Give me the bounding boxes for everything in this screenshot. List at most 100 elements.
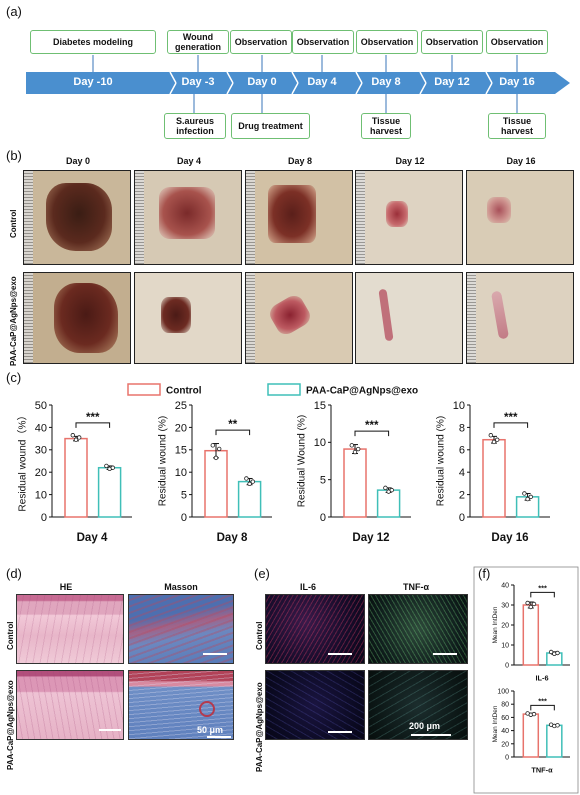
event-tissue-harvest-8: Tissue harvest: [361, 113, 411, 139]
panel-label-a: (a): [6, 4, 22, 19]
chart0-point-1-0: [104, 463, 109, 469]
chart2-title: Day 12: [352, 532, 389, 544]
chart0-point-0-2: [76, 435, 82, 440]
panel-label-b: (b): [6, 148, 22, 163]
chart5-ytick-label-1: 20: [501, 741, 509, 748]
event-observation-0: Observation: [230, 30, 292, 54]
chart4-ylabel: Mean IntDen: [492, 606, 499, 643]
histology-he-control: [16, 594, 124, 664]
chart3-point-0-0: [488, 433, 493, 438]
chart1-ytick-label-4: 20: [175, 422, 187, 434]
chart3-ylabel: Residual wound (%): [436, 416, 447, 506]
photo-col-day16: Day 16: [506, 156, 536, 166]
timeline-day-0: Day -10: [73, 76, 113, 88]
chart5-point-0-2: [531, 711, 537, 717]
chart0-title: Day 4: [77, 532, 108, 544]
histology-masson-treatment: 50 μm: [128, 670, 234, 740]
chart0-bar-0: [64, 437, 88, 518]
chart2-ytick-label-0: 0: [320, 512, 326, 524]
chart5-ytick-label-3: 60: [501, 715, 509, 722]
chart4-title: IL-6: [535, 673, 548, 682]
photo-control-day12: [355, 170, 463, 265]
chart5-significance-label: ***: [538, 696, 547, 705]
event-wound-generation: Wound generation: [167, 30, 229, 54]
timeline-day-4: Day 8: [371, 76, 401, 88]
event-observation-4: Observation: [292, 30, 354, 54]
chart0-ytick-label-5: 50: [35, 400, 47, 412]
chart1-point-1-1: [247, 481, 252, 487]
histology-row-control: Control: [6, 621, 15, 650]
histology-masson-control: [128, 594, 234, 664]
chart4-ytick-label-0: 0: [505, 662, 509, 669]
timeline-day-1: Day -3: [181, 76, 215, 88]
timeline-connectors: [92, 55, 518, 113]
chart5-ytick-label-4: 80: [501, 702, 509, 709]
chart1-significance-label: **: [228, 419, 237, 431]
chart0-significance-label: ***: [86, 412, 100, 424]
chart3-significance-bracket: [493, 422, 529, 428]
chart2-point-0-0: [349, 443, 354, 448]
immuno-scale-label: 200 μm: [409, 721, 441, 731]
event-observation-8: Observation: [356, 30, 418, 54]
immuno-il6-control: [265, 594, 365, 664]
chart0-ytick-label-2: 20: [35, 467, 47, 479]
chart2-significance-bracket: [354, 430, 390, 437]
chart5-ytick-label-0: 0: [505, 754, 509, 761]
chart3-ytick-label-5: 10: [453, 400, 465, 412]
chart2-point-0-2: [356, 446, 361, 452]
panel-label-e: (e): [254, 566, 270, 581]
timeline-day-3: Day 4: [307, 76, 337, 88]
chart3-point-1-2: [528, 494, 533, 500]
photo-col-day4: Day 4: [176, 156, 202, 166]
legend-control-swatch: [127, 383, 161, 396]
legend-treatment-swatch: [267, 383, 301, 396]
chart4-point-0-0: [525, 600, 530, 606]
chart2-ytick-label-3: 15: [314, 400, 326, 412]
chart4-significance-label: ***: [538, 583, 547, 592]
chart2-bar-0: [343, 448, 367, 518]
chart2-ylabel: Residual Wound (%): [297, 415, 308, 508]
chart0-ytick-label-3: 30: [35, 445, 47, 457]
chart1-bar-1: [237, 480, 262, 518]
panel-label-d: (d): [6, 566, 22, 581]
legend-control-label: Control: [166, 386, 202, 397]
photo-row-control: Control: [9, 209, 18, 238]
chart0-point-0-0: [70, 433, 75, 438]
chart4-ytick-label-3: 30: [501, 602, 509, 609]
chart5-point-1-2: [555, 723, 560, 728]
chart2-point-1-0: [383, 485, 388, 491]
histology-col-he: HE: [59, 582, 73, 592]
event-observation-12: Observation: [421, 30, 483, 54]
timeline-arrow: [26, 55, 570, 113]
chart3-point-1-0: [522, 491, 527, 496]
chart1-bar-0: [204, 449, 228, 518]
chart3-point-1-1: [525, 496, 530, 502]
event-drug-treatment: Drug treatment: [231, 113, 310, 139]
chart1-ylabel: Residual wound (%): [158, 416, 169, 506]
chart5-significance-bracket: [530, 704, 555, 711]
photo-col-day0: Day 0: [65, 156, 91, 166]
photo-treatment-day0: [23, 272, 131, 364]
chart5-ytick-label-2: 40: [501, 728, 509, 735]
chart1-point-1-0: [244, 476, 249, 481]
photo-col-day12: Day 12: [395, 156, 425, 166]
event-tissue-harvest-16: Tissue harvest: [488, 113, 546, 139]
chart1-ytick-label-1: 5: [181, 489, 187, 501]
photo-col-day8: Day 8: [287, 156, 313, 166]
chart4-point-1-2: [555, 650, 560, 656]
chart1-point-1-2: [250, 479, 255, 484]
chart4-ytick-label-2: 20: [501, 622, 509, 629]
chart1-significance-bracket: [215, 429, 251, 436]
chart0-ytick-label-0: 0: [41, 512, 47, 524]
chart0-point-0-1: [73, 437, 79, 442]
panel-label-c: (c): [6, 370, 22, 385]
chart0-ytick-label-1: 10: [35, 489, 47, 501]
timeline-day-5: Day 12: [434, 76, 470, 88]
immuno-row-treatment: PAA-CaP@AgNps@exo: [255, 682, 264, 772]
chart0-bar-1: [97, 466, 122, 518]
chart5-title: TNF-α: [531, 765, 553, 774]
chart0-ytick-label-4: 40: [35, 422, 47, 434]
immuno-il6-treatment: [265, 670, 365, 740]
event-s-aureus-infection: S.aureus infection: [164, 113, 226, 139]
